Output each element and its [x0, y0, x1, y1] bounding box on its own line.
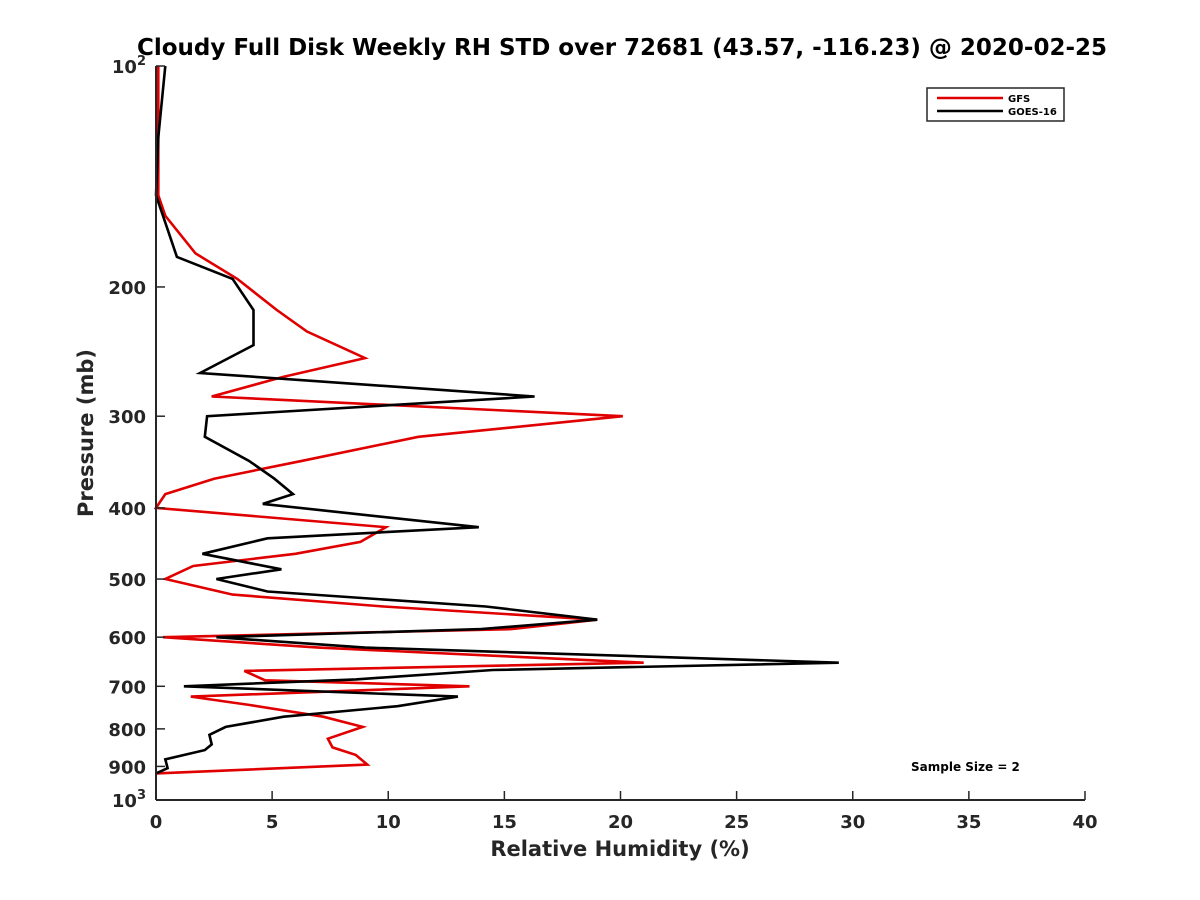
sample-size-annotation: Sample Size = 2 — [911, 760, 1020, 774]
x-tick-label: 15 — [492, 812, 517, 833]
y-tick-label: 600 — [108, 628, 146, 649]
series-line-gfs — [153, 66, 644, 775]
x-axis-label: Relative Humidity (%) — [490, 837, 749, 861]
legend: GFS GOES-16 — [926, 87, 1065, 122]
legend-goes16-label: GOES-16 — [1008, 107, 1057, 118]
x-tick-label: 40 — [1072, 812, 1097, 833]
y-ticks: 102 200 300 400 500 600 700 800 900 103 — [108, 54, 165, 812]
x-tick-label: 10 — [376, 812, 401, 833]
y-tick-label: 400 — [108, 499, 146, 520]
y-tick-label: 700 — [108, 677, 146, 698]
series-layer — [153, 65, 839, 775]
series-line-goes16 — [154, 65, 839, 775]
y-tick-label: 103 — [112, 788, 146, 812]
legend-gfs-label: GFS — [1008, 94, 1030, 105]
y-tick-label: 200 — [108, 278, 146, 299]
y-axis-label: Pressure (mb) — [74, 349, 98, 517]
y-tick-label: 102 — [112, 54, 146, 78]
x-ticks: 0 5 10 15 20 25 30 35 40 — [150, 791, 1098, 833]
y-tick-label: 300 — [108, 407, 146, 428]
x-tick-label: 25 — [724, 812, 749, 833]
legend-box — [926, 87, 1065, 122]
y-tick-label: 500 — [108, 570, 146, 591]
chart-title: Cloudy Full Disk Weekly RH STD over 7268… — [137, 35, 1107, 61]
y-tick-label: 900 — [108, 757, 146, 778]
x-tick-label: 20 — [608, 812, 633, 833]
x-tick-label: 0 — [150, 812, 163, 833]
x-tick-label: 5 — [266, 812, 279, 833]
x-tick-label: 35 — [956, 812, 981, 833]
x-tick-label: 30 — [840, 812, 865, 833]
y-tick-label: 800 — [108, 720, 146, 741]
